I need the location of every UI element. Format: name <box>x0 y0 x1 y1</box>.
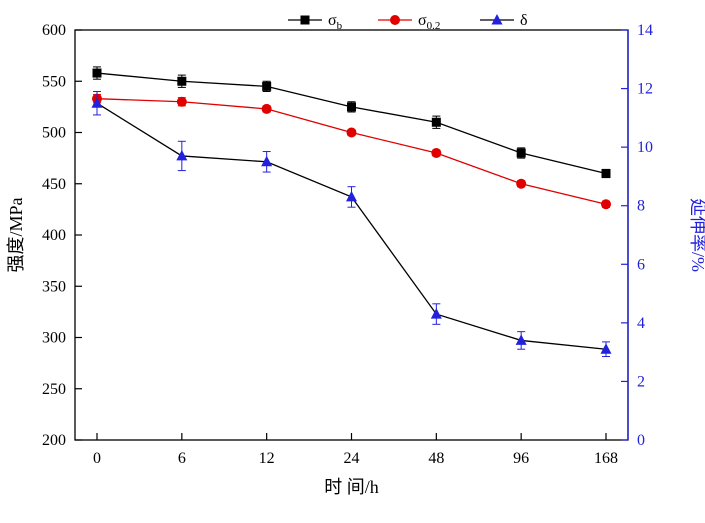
svg-text:12: 12 <box>259 450 275 467</box>
svg-text:168: 168 <box>594 450 618 467</box>
x-axis: 0 6 12 24 48 96 168 <box>93 433 618 467</box>
series-delta <box>91 91 612 358</box>
legend-label-delta: δ <box>520 12 528 29</box>
svg-text:250: 250 <box>42 381 66 398</box>
svg-text:0: 0 <box>637 432 645 449</box>
left-axis: 200 250 300 350 400 450 500 550 600 <box>42 22 82 449</box>
svg-text:12: 12 <box>637 81 653 98</box>
svg-text:0: 0 <box>93 450 101 467</box>
svg-text:450: 450 <box>42 176 66 193</box>
svg-text:4: 4 <box>637 315 645 332</box>
svg-text:48: 48 <box>428 450 444 467</box>
x-axis-title: 时 间/h <box>324 477 379 497</box>
right-axis: 0 2 4 6 8 10 12 14 <box>621 22 653 449</box>
legend-label-sigma-0-2: σ0.2 <box>418 12 440 32</box>
svg-text:24: 24 <box>344 450 360 467</box>
svg-text:8: 8 <box>637 198 645 215</box>
svg-text:300: 300 <box>42 330 66 347</box>
svg-text:600: 600 <box>42 22 66 39</box>
legend-label-sigma-b: σb <box>328 12 343 32</box>
svg-text:10: 10 <box>637 139 653 156</box>
svg-text:200: 200 <box>42 432 66 449</box>
axes <box>74 29 629 441</box>
svg-text:6: 6 <box>637 256 645 273</box>
svg-text:350: 350 <box>42 278 66 295</box>
svg-text:550: 550 <box>42 73 66 90</box>
svg-text:6: 6 <box>178 450 186 467</box>
svg-text:2: 2 <box>637 373 645 390</box>
right-axis-title: 延伸率/% <box>688 198 705 272</box>
svg-text:400: 400 <box>42 227 66 244</box>
left-axis-title: 强度/MPa <box>6 197 26 272</box>
legend: σb σ0.2 δ <box>288 12 528 32</box>
svg-text:500: 500 <box>42 125 66 142</box>
series-sigma-b <box>92 66 611 179</box>
svg-text:96: 96 <box>513 450 529 467</box>
svg-text:14: 14 <box>637 22 653 39</box>
